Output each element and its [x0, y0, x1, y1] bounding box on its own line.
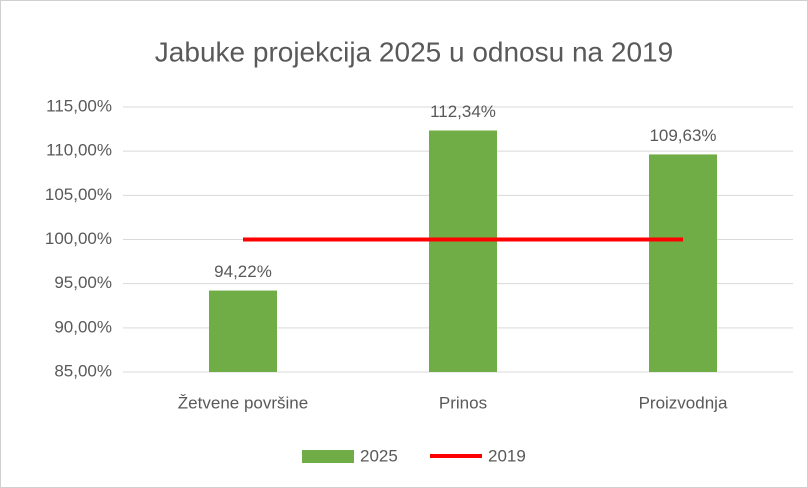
- x-tick-label: Prinos: [439, 393, 487, 412]
- chart-title: Jabuke projekcija 2025 u odnosu na 2019: [155, 36, 673, 67]
- bar: [429, 130, 497, 372]
- y-tick-label: 90,00%: [54, 317, 112, 336]
- data-label: 94,22%: [214, 262, 272, 281]
- data-label: 109,63%: [649, 126, 716, 145]
- bar: [649, 154, 717, 372]
- legend-label: 2025: [360, 446, 398, 465]
- y-tick-label: 100,00%: [45, 229, 112, 248]
- data-label: 112,34%: [430, 102, 496, 121]
- legend-swatch: [302, 450, 354, 463]
- y-tick-label: 110,00%: [46, 141, 112, 160]
- x-tick-label: Proizvodnja: [639, 393, 728, 412]
- y-tick-label: 85,00%: [54, 361, 112, 380]
- y-tick-label: 105,00%: [45, 185, 112, 204]
- y-tick-label: 115,00%: [46, 96, 112, 115]
- x-tick-label: Žetvene površine: [178, 393, 308, 412]
- y-tick-label: 95,00%: [54, 273, 112, 292]
- legend-label: 2019: [488, 446, 526, 465]
- bar: [209, 290, 277, 372]
